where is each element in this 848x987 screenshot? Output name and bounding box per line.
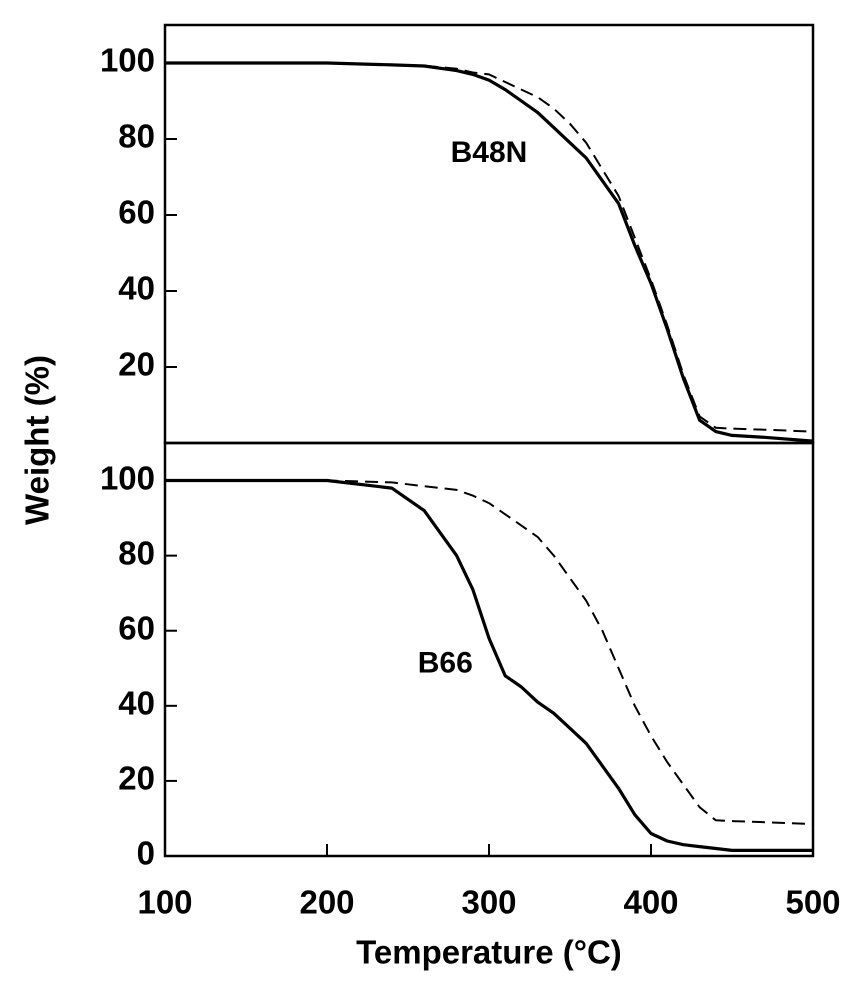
- x-tick-label: 300: [461, 884, 516, 921]
- plot-frame: [163, 441, 815, 858]
- annotation: B48N: [451, 136, 528, 169]
- y-tick-label: 20: [118, 760, 155, 797]
- y-tick-label: 20: [118, 346, 155, 383]
- y-tick-label: 100: [100, 459, 155, 496]
- plot-frame: [163, 23, 815, 445]
- y-tick-label: 40: [118, 270, 155, 307]
- y-tick-label: 40: [118, 685, 155, 722]
- y-tick-label: 0: [137, 835, 155, 872]
- y-tick-label: 60: [118, 194, 155, 231]
- y-tick-label: 100: [100, 42, 155, 79]
- x-tick-label: 100: [137, 884, 192, 921]
- y-tick-label: 80: [118, 534, 155, 571]
- x-tick-label: 400: [623, 884, 678, 921]
- series-line: [165, 62, 814, 433]
- y-tick-label: 60: [118, 609, 155, 646]
- series-line: [165, 61, 814, 443]
- annotation: B66: [418, 646, 473, 679]
- y-axis-label: Weight (%): [19, 355, 56, 525]
- x-tick-label: 200: [299, 884, 354, 921]
- x-axis-label: Temperature (°C): [356, 934, 622, 971]
- x-tick-label: 500: [785, 884, 840, 921]
- y-tick-label: 80: [118, 118, 155, 155]
- series-line: [165, 479, 814, 826]
- series-line: [165, 478, 813, 852]
